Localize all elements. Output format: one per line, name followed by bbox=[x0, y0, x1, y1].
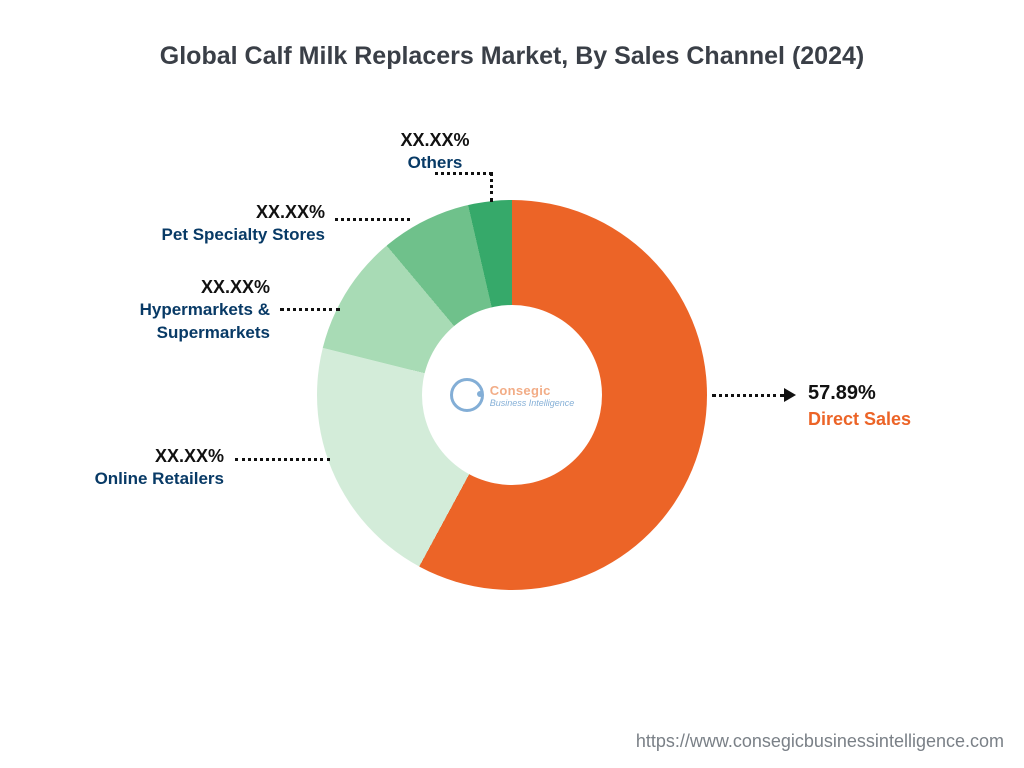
arrow-icon bbox=[784, 388, 796, 402]
pct-direct-sales: 57.89% bbox=[808, 380, 911, 407]
leader-direct-sales bbox=[712, 394, 784, 397]
name-others: Others bbox=[350, 152, 520, 175]
label-pet-specialty: XX.XX% Pet Specialty Stores bbox=[162, 200, 325, 247]
leader-hypermarkets bbox=[280, 308, 340, 311]
logo-text: Consegic Business Intelligence bbox=[490, 383, 575, 408]
pct-online-retailers: XX.XX% bbox=[95, 444, 224, 468]
logo-brand-top: Consegic bbox=[490, 383, 575, 398]
pct-hypermarkets: XX.XX% bbox=[80, 275, 270, 299]
center-logo: Consegic Business Intelligence bbox=[450, 378, 575, 412]
label-hypermarkets: XX.XX% Hypermarkets & Supermarkets bbox=[80, 275, 270, 345]
label-direct-sales: 57.89% Direct Sales bbox=[808, 380, 911, 431]
name-online-retailers: Online Retailers bbox=[95, 468, 224, 491]
source-url: https://www.consegicbusinessintelligence… bbox=[636, 731, 1004, 752]
logo-brand-bottom: Business Intelligence bbox=[490, 398, 575, 408]
donut-chart: Consegic Business Intelligence 57.89% Di… bbox=[0, 0, 1024, 768]
label-online-retailers: XX.XX% Online Retailers bbox=[95, 444, 224, 491]
label-others: XX.XX% Others bbox=[350, 128, 520, 175]
pct-others: XX.XX% bbox=[350, 128, 520, 152]
leader-others-v bbox=[490, 172, 493, 202]
name-direct-sales: Direct Sales bbox=[808, 407, 911, 431]
pct-pet-specialty: XX.XX% bbox=[162, 200, 325, 224]
logo-mark-icon bbox=[450, 378, 484, 412]
leader-pet-specialty bbox=[335, 218, 410, 221]
name-pet-specialty: Pet Specialty Stores bbox=[162, 224, 325, 247]
leader-online-retailers bbox=[235, 458, 330, 461]
name-hypermarkets: Hypermarkets & Supermarkets bbox=[80, 299, 270, 345]
donut-hole: Consegic Business Intelligence bbox=[422, 305, 602, 485]
